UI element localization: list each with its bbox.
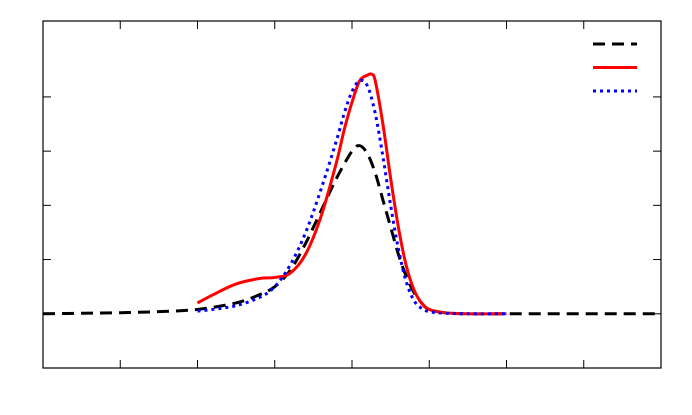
series-line-1 (42, 144, 661, 316)
legend (593, 42, 637, 93)
y-axis-ticks (43, 96, 661, 315)
plot-frame (42, 20, 662, 369)
x-axis-ticks (42, 21, 662, 368)
series-lines (42, 72, 661, 316)
series-line-2 (196, 72, 507, 316)
series-line-3 (197, 78, 507, 316)
plot-border (42, 20, 662, 369)
